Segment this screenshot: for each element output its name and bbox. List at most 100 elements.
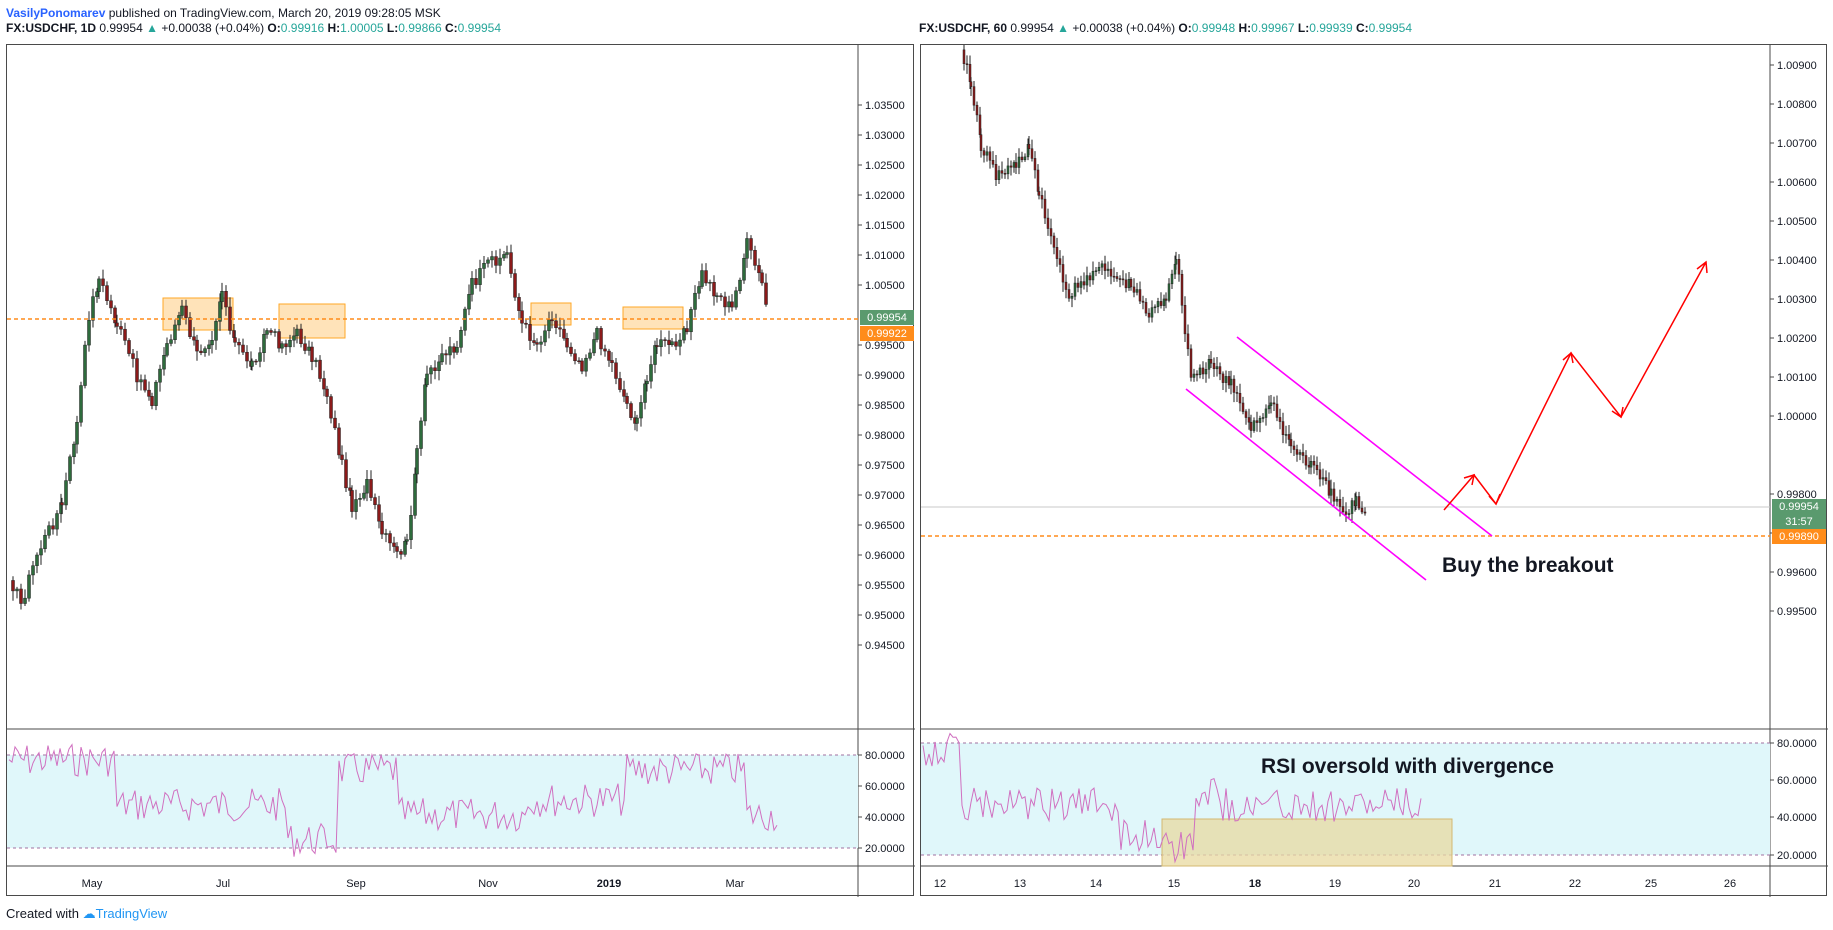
left-price-axis[interactable]: 1.03500 1.03000 1.02500 1.02000 1.01500 1.010… (858, 100, 905, 652)
right-candle (1162, 298, 1166, 306)
right-candle (1088, 275, 1092, 281)
right-price-axis[interactable]: 1.00900 1.00800 1.00700 1.00600 1.00500 1.004… (1770, 60, 1817, 618)
left-candle (377, 504, 381, 522)
right-candle (1167, 283, 1171, 301)
left-price-tick: 0.95000 (865, 610, 905, 622)
right-candle (1058, 258, 1062, 265)
left-symbol[interactable]: FX:USDCHF, 1D (6, 21, 97, 35)
right-candle (1207, 358, 1211, 370)
left-candle (678, 339, 682, 347)
left-time-tick: Mar (726, 878, 745, 890)
left-candle (712, 281, 716, 297)
left-candle (607, 350, 611, 361)
right-candle (1363, 511, 1367, 514)
right-time-tick: 13 (1014, 878, 1026, 890)
right-chart-panel[interactable]: Buy the breakout RSI oversold with diver… (920, 44, 1828, 897)
left-time-axis[interactable]: May Jul Sep Nov 2019 Mar (82, 878, 745, 890)
left-chart-svg[interactable]: 1.03500 1.03000 1.02500 1.02000 1.01500 1.010… (7, 45, 915, 897)
left-candle (203, 348, 207, 353)
left-candle (150, 396, 154, 406)
right-candle (1350, 500, 1354, 514)
left-candle (184, 305, 188, 318)
left-candle (700, 270, 704, 287)
right-time-axis[interactable]: 12 13 14 15 18 19 20 21 22 25 26 (934, 878, 1736, 890)
right-candle (1127, 278, 1131, 289)
left-candle (303, 343, 307, 351)
right-candle (991, 160, 995, 165)
annotation-rsi[interactable]: RSI oversold with divergence (1261, 755, 1554, 778)
left-candle (599, 328, 603, 350)
left-candle (444, 353, 448, 356)
right-candle (1073, 282, 1077, 297)
right-candle (1049, 228, 1053, 237)
left-price-tick: 1.01000 (865, 250, 905, 262)
left-candle (362, 492, 366, 499)
right-countdown-badge-bg (1772, 514, 1826, 529)
right-rsi-tick: 80.0000 (1777, 738, 1817, 750)
right-channel-lower[interactable] (1185, 388, 1427, 581)
right-candle (988, 151, 992, 161)
right-candle (1082, 281, 1086, 286)
right-candle (1189, 348, 1193, 378)
right-candle (1232, 378, 1236, 393)
left-candle (470, 278, 474, 295)
right-candle (1307, 464, 1311, 468)
left-candle (509, 252, 513, 274)
left-candle (674, 341, 678, 347)
right-candle (1186, 333, 1190, 350)
left-resistance-zone-3 (530, 302, 572, 326)
left-candle (577, 360, 581, 363)
left-candle (292, 335, 296, 341)
left-candle (31, 565, 35, 576)
left-candle (764, 282, 768, 305)
left-candle (520, 310, 524, 324)
left-candle (350, 490, 354, 512)
right-candle (1357, 496, 1361, 509)
right-projection-arrows[interactable] (1443, 261, 1707, 511)
footer-brand-link[interactable]: TradingView (95, 906, 168, 921)
left-rsi-tick: 80.0000 (865, 750, 905, 762)
left-candle (474, 278, 478, 285)
left-candle (369, 479, 373, 498)
left-open-label: O: (267, 21, 281, 35)
right-candle (1164, 298, 1168, 301)
left-candle (147, 389, 151, 397)
right-symbol[interactable]: FX:USDCHF, 60 (919, 21, 1008, 35)
right-open-label: O: (1178, 21, 1192, 35)
right-candle (1009, 165, 1013, 168)
right-candle (1241, 402, 1245, 412)
left-candle (569, 346, 573, 354)
right-chart-svg[interactable]: Buy the breakout RSI oversold with diver… (921, 45, 1828, 897)
right-candle (1070, 296, 1074, 299)
right-low-label: L: (1297, 21, 1310, 35)
left-chart-panel[interactable]: 1.03500 1.03000 1.02500 1.02000 1.01500 1.010… (6, 44, 915, 897)
left-candle (629, 403, 633, 418)
left-candle (269, 330, 273, 333)
left-candle (655, 345, 659, 348)
left-candle (325, 388, 329, 397)
left-candle (105, 285, 109, 301)
right-channel-upper[interactable] (1236, 336, 1493, 537)
right-candle (1121, 278, 1125, 281)
right-candle (1192, 373, 1196, 378)
left-candle (667, 339, 671, 345)
left-candle (299, 328, 303, 344)
left-candle (429, 367, 433, 375)
right-time-tick: 22 (1569, 878, 1581, 890)
left-candle (719, 295, 723, 298)
right-price-badge-bg (1772, 499, 1826, 514)
annotation-breakout[interactable]: Buy the breakout (1442, 554, 1614, 577)
left-candle (727, 301, 731, 308)
left-level-badge: 0.99922 (867, 328, 907, 340)
left-candle (113, 307, 117, 324)
right-candle (1100, 263, 1104, 268)
left-candle (588, 352, 592, 359)
right-candle (1215, 366, 1219, 370)
author-link[interactable]: VasilyPonomarev (6, 6, 106, 20)
right-candle (1275, 403, 1279, 418)
left-candle (127, 340, 131, 354)
right-candle (1079, 281, 1083, 288)
left-candle (455, 347, 459, 353)
right-candle (1347, 513, 1351, 515)
left-time-tick: 2019 (597, 878, 621, 890)
